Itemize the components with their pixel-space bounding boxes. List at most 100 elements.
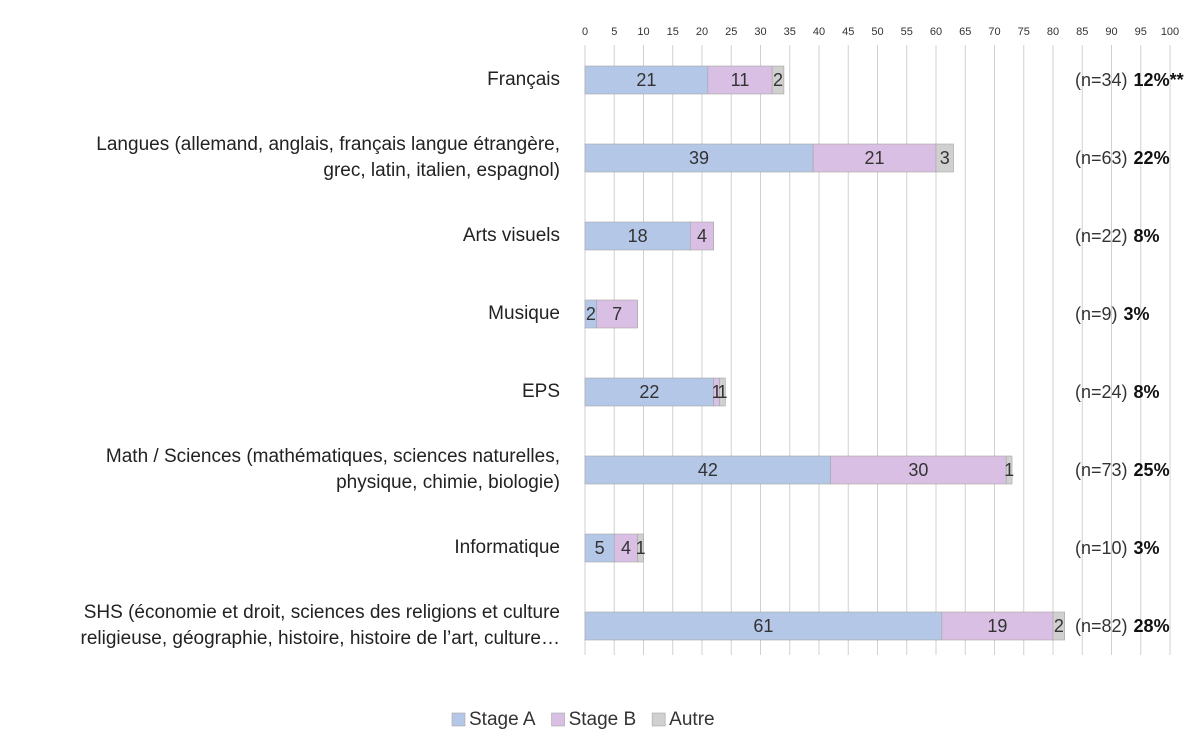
x-tick-label: 35 <box>784 26 796 38</box>
bar-segment <box>689 221 714 251</box>
annotation: (n=9) 3% <box>1075 304 1150 324</box>
data-label: 61 <box>753 616 773 636</box>
data-label: 18 <box>628 226 648 246</box>
bar-segment <box>830 455 1007 485</box>
legend: Stage A Stage B Autre <box>451 709 715 730</box>
annotation-pct: 12%** <box>1134 70 1184 90</box>
x-tick-label: 10 <box>637 26 649 38</box>
category-label: Langues (allemand, anglais, français lan… <box>96 134 560 181</box>
annotation-n: (n=24) <box>1075 382 1128 402</box>
legend-label: Stage B <box>569 709 637 730</box>
annotation-n: (n=63) <box>1075 148 1128 168</box>
x-tick-label: 5 <box>611 26 617 38</box>
data-label: 1 <box>636 538 646 558</box>
x-tick-label: 95 <box>1135 26 1147 38</box>
category-label: SHS (économie et droit, sciences des rel… <box>80 602 560 649</box>
bar-segment <box>596 299 638 329</box>
legend-label: Autre <box>669 709 714 730</box>
annotation: (n=34) 12%** <box>1075 70 1184 90</box>
data-label: 30 <box>908 460 928 480</box>
legend-swatch <box>651 712 666 727</box>
x-tick-label: 40 <box>813 26 825 38</box>
annotation-pct: 8% <box>1134 226 1160 246</box>
data-label: 4 <box>697 226 707 246</box>
x-tick-label: 50 <box>871 26 883 38</box>
bar-segment <box>935 143 954 173</box>
bar-segment <box>941 611 1054 641</box>
category-label: Français <box>487 69 560 90</box>
x-tick-label: 25 <box>725 26 737 38</box>
category-label: Arts visuels <box>462 225 560 246</box>
data-label: 39 <box>689 148 709 168</box>
x-tick-label: 75 <box>1018 26 1030 38</box>
x-tick-label: 20 <box>696 26 708 38</box>
data-label: 11 <box>731 70 750 90</box>
annotation: (n=73) 25% <box>1075 460 1170 480</box>
x-tick-label: 100 <box>1161 26 1179 38</box>
data-label: 1 <box>712 382 722 402</box>
annotation-pct: 22% <box>1134 148 1170 168</box>
bar-segment <box>1052 611 1065 641</box>
category-label: Informatique <box>454 537 560 558</box>
annotation-pct: 28% <box>1134 616 1170 636</box>
x-tick-label: 90 <box>1105 26 1117 38</box>
legend-swatch <box>451 712 466 727</box>
category-label: EPS <box>521 381 560 402</box>
annotation: (n=24) 8% <box>1075 382 1160 402</box>
x-tick-label: 85 <box>1076 26 1088 38</box>
data-label: 3 <box>940 148 950 168</box>
data-label: 5 <box>595 538 605 558</box>
data-label: 2 <box>773 70 783 90</box>
x-tick-label: 0 <box>582 26 588 38</box>
data-label: 21 <box>636 70 656 90</box>
legend-label: Stage A <box>469 709 536 730</box>
x-tick-label: 15 <box>667 26 679 38</box>
annotation: (n=82) 28% <box>1075 616 1170 636</box>
bar-segment <box>584 377 714 407</box>
x-tick-label: 60 <box>930 26 942 38</box>
data-label: 7 <box>612 304 622 324</box>
data-label: 2 <box>586 304 596 324</box>
bar-segment <box>584 65 709 95</box>
category-label: Math / Sciences (mathématiques, sciences… <box>105 446 560 493</box>
bar-segment <box>812 143 937 173</box>
x-tick-label: 45 <box>842 26 854 38</box>
x-tick-label: 70 <box>988 26 1000 38</box>
annotation: (n=63) 22% <box>1075 148 1170 168</box>
annotation-pct: 3% <box>1124 304 1150 324</box>
bar-segment <box>584 611 943 641</box>
bar-segment <box>637 533 644 563</box>
annotation-n: (n=82) <box>1075 616 1128 636</box>
bar-segment <box>1005 455 1013 485</box>
data-label: 19 <box>987 616 1007 636</box>
x-tick-label: 55 <box>901 26 913 38</box>
data-label: 2 <box>1054 616 1064 636</box>
x-tick-label: 65 <box>959 26 971 38</box>
bar-segment <box>584 455 831 485</box>
annotation-pct: 8% <box>1134 382 1160 402</box>
data-label: 22 <box>639 382 659 402</box>
data-label: 1 <box>717 382 727 402</box>
legend-swatch <box>551 712 565 727</box>
annotation-n: (n=34) <box>1075 70 1128 90</box>
annotation-n: (n=22) <box>1075 226 1128 246</box>
annotation-n: (n=10) <box>1075 538 1128 558</box>
data-label: 1 <box>1004 460 1014 480</box>
annotation: (n=22) 8% <box>1075 226 1160 246</box>
x-tick-label: 80 <box>1047 26 1059 38</box>
data-label: 4 <box>621 538 631 558</box>
x-tick-label: 30 <box>754 26 766 38</box>
bar-segment <box>584 221 691 251</box>
bar-segment <box>771 65 785 95</box>
bar-segment <box>719 377 726 407</box>
bar-segment <box>584 143 814 173</box>
annotation: (n=10) 3% <box>1075 538 1160 558</box>
annotation-n: (n=9) <box>1075 304 1118 324</box>
data-label: 42 <box>698 460 718 480</box>
annotation-n: (n=73) <box>1075 460 1128 480</box>
category-label: Musique <box>488 303 560 324</box>
annotation-pct: 25% <box>1134 460 1170 480</box>
annotation-pct: 3% <box>1134 538 1160 558</box>
